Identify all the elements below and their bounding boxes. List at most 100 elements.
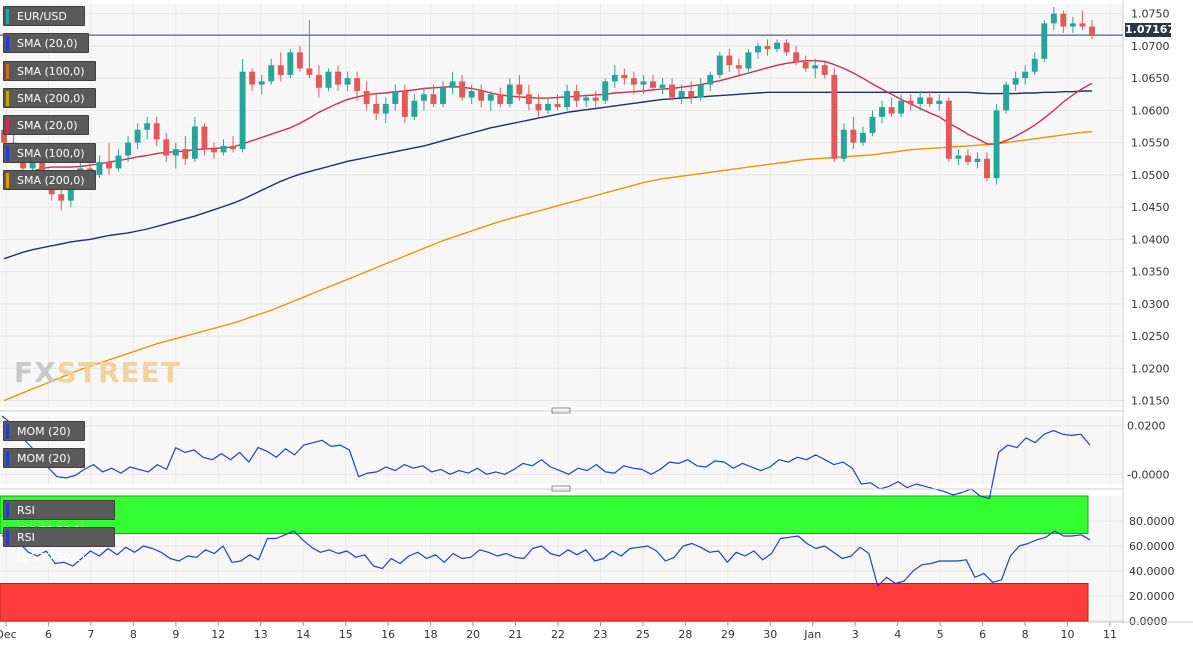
- candle-body: [525, 94, 532, 104]
- candle: [201, 123, 208, 156]
- rsi-legend-item[interactable]: RSI (14,70,30,1): [3, 527, 115, 564]
- rsi-oversold-zone: [0, 583, 1089, 622]
- candle: [650, 74, 656, 92]
- candle: [344, 71, 351, 92]
- candle: [1060, 10, 1067, 34]
- candle-body: [96, 161, 103, 175]
- candle: [1031, 52, 1038, 75]
- price-legend-item[interactable]: SMA (100,0): [3, 142, 96, 163]
- candle: [802, 55, 809, 72]
- candle: [669, 78, 676, 101]
- price-legend-item[interactable]: SMA (200,0): [3, 87, 96, 108]
- candle-body: [974, 158, 981, 162]
- price-y-tick-label: 1.0200: [1131, 362, 1170, 375]
- candle-body: [783, 42, 790, 53]
- candle: [525, 84, 532, 111]
- fxstreet-logo: FXSTREET: [14, 356, 181, 389]
- candle-body: [707, 74, 714, 85]
- candle-body: [115, 155, 122, 169]
- candle-body: [182, 149, 189, 159]
- candle: [401, 84, 408, 124]
- price-y-tick-label: 1.0750: [1131, 8, 1170, 21]
- candle-body: [898, 100, 905, 114]
- candle-body: [220, 145, 227, 153]
- candle-body: [545, 103, 551, 111]
- momentum-legend-label: MOM (20): [17, 425, 71, 438]
- candle-body: [1, 129, 7, 143]
- candle-body: [497, 94, 504, 104]
- price-legend-item[interactable]: EUR/USD: [3, 6, 85, 26]
- candle: [277, 52, 284, 82]
- price-pane-bg: [0, 4, 1123, 407]
- candle: [468, 84, 475, 104]
- candle-body: [984, 158, 990, 179]
- x-tick-label: 5: [937, 628, 944, 641]
- price-legend-color-swatch: [6, 36, 9, 52]
- candle: [592, 91, 599, 108]
- candle-body: [373, 103, 380, 114]
- candle: [258, 74, 265, 95]
- momentum-legend-item[interactable]: MOM (20): [3, 448, 85, 468]
- price-legend-item[interactable]: SMA (20,0): [3, 115, 89, 136]
- candle-body: [172, 149, 179, 156]
- candle: [191, 116, 198, 162]
- candle-body: [936, 100, 943, 104]
- price-legend-color-swatch: [6, 9, 9, 24]
- candle: [993, 103, 1000, 185]
- candle: [411, 94, 418, 121]
- candle-body: [821, 65, 828, 75]
- momentum-legend-color-swatch: [6, 451, 9, 466]
- candle: [936, 94, 943, 111]
- candle-body: [907, 100, 914, 104]
- candle-body: [735, 65, 742, 69]
- candle: [945, 97, 952, 162]
- candle: [115, 149, 122, 172]
- candle: [984, 152, 990, 182]
- candle-body: [401, 91, 408, 117]
- sma200-line: [3, 131, 1093, 402]
- candle-body: [106, 161, 112, 169]
- candle-body: [144, 123, 151, 130]
- candle-body: [926, 97, 933, 104]
- candle-body: [669, 84, 676, 98]
- x-tick-label: 9: [172, 628, 179, 641]
- candle: [211, 142, 217, 159]
- price-legend-item[interactable]: SMA (100,0): [3, 60, 96, 81]
- price-legend-label: SMA (200,0): [17, 173, 85, 187]
- candle: [964, 149, 971, 166]
- x-tick-label: 20: [466, 628, 480, 641]
- candle: [697, 78, 704, 101]
- candle: [793, 45, 800, 66]
- mom-y-tick-label: -0.0000: [1127, 468, 1169, 481]
- x-tick-label: 21: [509, 628, 523, 641]
- candle-body: [487, 94, 494, 101]
- candle-body: [1012, 78, 1019, 85]
- price-legend-label: SMA (100,0): [17, 64, 85, 78]
- candle: [230, 136, 237, 153]
- price-legend-color-swatch: [6, 63, 9, 79]
- candle-body: [659, 84, 666, 88]
- candle: [716, 52, 723, 79]
- price-legend-item[interactable]: SMA (20,0): [3, 33, 89, 54]
- candle-body: [249, 71, 256, 85]
- candle: [630, 71, 637, 95]
- price-legend-item[interactable]: SMA (200,0): [3, 169, 96, 190]
- candle: [869, 110, 876, 137]
- candle: [363, 81, 370, 111]
- candle: [611, 65, 618, 88]
- rsi-overbought-zone: [0, 495, 1089, 534]
- candle: [707, 71, 714, 92]
- candle: [182, 136, 189, 166]
- price-y-tick-label: 1.0250: [1131, 330, 1170, 343]
- rsi-y-tick-label: 80.0000: [1129, 515, 1175, 528]
- price-legend-color-swatch: [6, 118, 9, 134]
- candle-body: [1060, 13, 1067, 27]
- rsi-y-tick-label: 60.0000: [1129, 540, 1175, 553]
- rsi-legend-color-swatch: [6, 503, 9, 518]
- rsi-legend-item[interactable]: RSI (14,70,30,1): [3, 500, 115, 537]
- candle: [640, 74, 647, 95]
- x-tick-label: 8: [130, 628, 137, 641]
- momentum-legend-item[interactable]: MOM (20): [3, 421, 85, 441]
- candle: [239, 58, 246, 153]
- rsi-y-tick-label: 20.0000: [1129, 590, 1175, 603]
